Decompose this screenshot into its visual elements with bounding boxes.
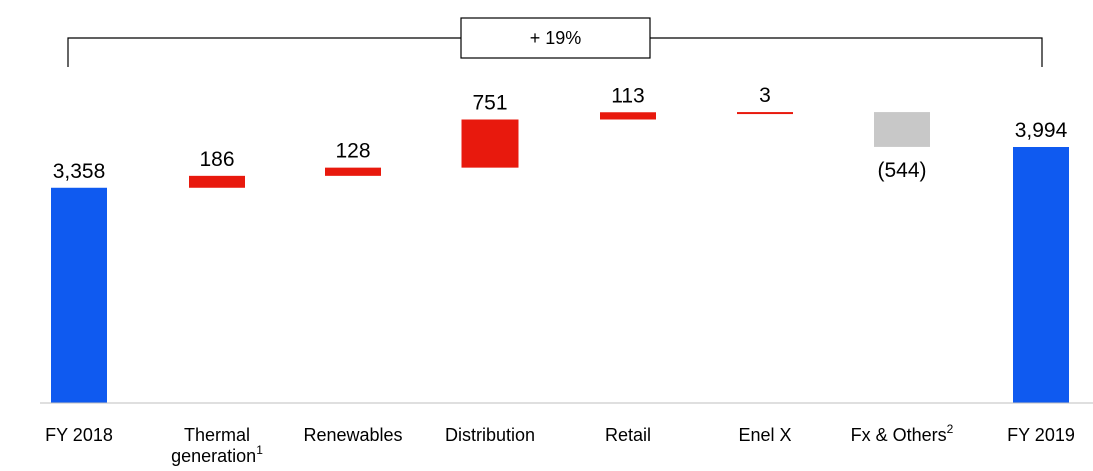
growth-box: [460, 17, 651, 59]
value-label-fy-2019: 3,994: [1015, 119, 1068, 142]
category-label-enel-x: Enel X: [738, 425, 791, 445]
category-label-fx-others: Fx & Others2: [851, 422, 954, 445]
value-labels-group: 3,358 186 128 751 113 3 (544) 3,994: [53, 84, 1068, 183]
value-label-fx-others: (544): [877, 159, 926, 182]
category-label-thermal-generation: Thermal generation1: [171, 425, 263, 466]
bar-fy-2018: [51, 187, 107, 403]
category-label-fy-2019: FY 2019: [1007, 425, 1075, 445]
bar-renewables: [325, 167, 381, 176]
value-label-enel-x: 3: [759, 84, 771, 107]
value-label-retail: 113: [611, 84, 644, 107]
bars-group: [51, 112, 1069, 403]
bar-retail: [600, 112, 656, 120]
bracket-line-left: [67, 37, 461, 67]
category-label-distribution: Distribution: [445, 425, 535, 445]
category-label-fy-2018: FY 2018: [45, 425, 113, 445]
bar-fy-2019: [1013, 147, 1069, 403]
growth-bracket: + 19%: [67, 17, 1043, 67]
bar-enel-x: [737, 112, 793, 115]
category-label-renewables: Renewables: [303, 425, 402, 445]
category-labels-group: FY 2018 Thermal generation1 Renewables Distr…: [45, 422, 1075, 466]
category-label-retail: Retail: [605, 425, 651, 445]
value-label-fy-2018: 3,358: [53, 160, 106, 183]
value-label-renewables: 128: [335, 140, 370, 163]
value-label-thermal-generation: 186: [199, 148, 234, 171]
bracket-line-right: [650, 37, 1043, 67]
growth-label: + 19%: [530, 28, 582, 48]
bar-fx-others: [874, 112, 930, 147]
bar-distribution: [461, 119, 519, 168]
value-label-distribution: 751: [472, 92, 507, 115]
bar-thermal-generation: [189, 175, 245, 188]
